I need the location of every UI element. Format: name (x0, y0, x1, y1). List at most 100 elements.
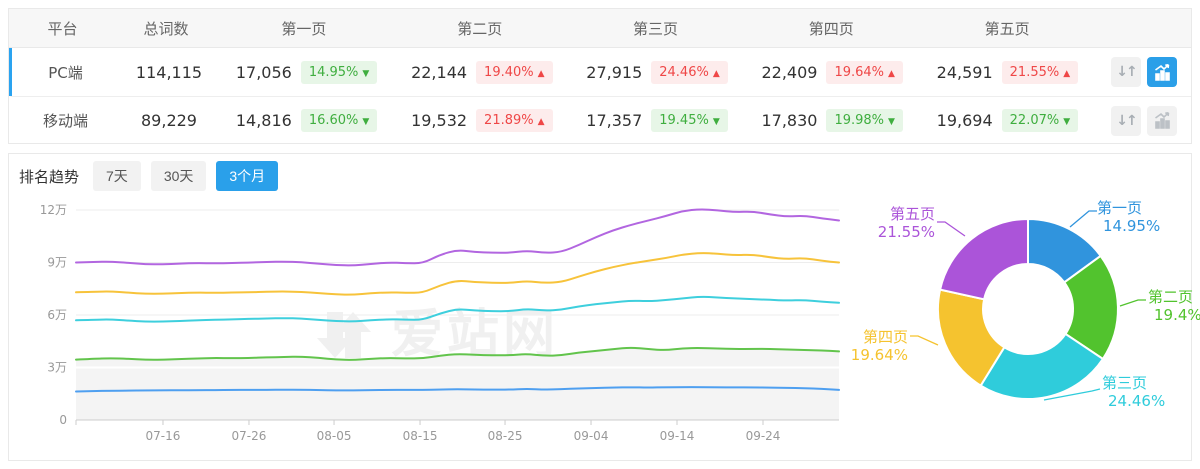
page-cell-1: 14,816 16.60% ▼ (219, 109, 394, 132)
show-trend-chart-button[interactable] (1147, 57, 1178, 87)
page-count: 17,357 (586, 111, 643, 130)
svg-text:爱站网: 爱站网 (391, 305, 559, 365)
donut-label-line (1043, 388, 1101, 401)
line-series-第一页 (75, 386, 840, 393)
sort-updown-button[interactable]: ↓↑ (1111, 105, 1142, 136)
x-axis-label: 09-04 (574, 429, 609, 443)
y-axis-label: 0 (59, 413, 67, 427)
table-body: PC端 114,115 17,056 14.95% ▼ 22,144 19.40% ▲ 27,9… (9, 48, 1191, 144)
donut-label-line (937, 221, 966, 237)
page-cell-4: 17,830 19.98% ▼ (745, 109, 920, 132)
x-axis-label: 09-24 (746, 429, 781, 443)
x-axis-label: 08-15 (403, 429, 438, 443)
page-cell-5: 19,694 22.07% ▼ (920, 109, 1095, 132)
change-badge: 19.45% ▼ (651, 109, 728, 132)
donut-label-line (1069, 210, 1097, 228)
donut-label-text: 第四页 (862, 328, 908, 346)
page-count: 22,144 (411, 62, 468, 82)
column-header-6: 第四页 (808, 19, 854, 38)
donut-label-pct: 24.46% (1108, 392, 1166, 410)
x-axis-label: 07-26 (232, 429, 267, 443)
change-badge: 19.64% ▲ (826, 60, 903, 84)
tab-range-2[interactable]: 30天 (150, 161, 207, 191)
change-badge: 19.40% ▲ (476, 60, 553, 84)
tab-range-3[interactable]: 3个月 (216, 161, 279, 191)
donut-label-第二页: 第二页 19.4% (1148, 288, 1200, 324)
line-series-第五页 (75, 208, 840, 267)
down-triangle-icon: ▼ (888, 117, 895, 127)
page-count: 14,816 (235, 111, 292, 130)
row-actions: ↓↑ (1095, 57, 1191, 87)
change-badge: 22.07% ▼ (1001, 109, 1079, 132)
donut-label-pct: 21.55% (877, 223, 935, 241)
page-count: 17,056 (235, 62, 292, 82)
trend-section: 排名趋势 7天 30天 3个月 爱站网 07-16 07-26 08-05 08-15 08-… (8, 153, 1200, 461)
up-triangle-icon: ▲ (537, 117, 545, 127)
trend-chart-icon (1154, 112, 1170, 129)
platform-label: PC端 (48, 63, 83, 82)
column-header-4: 第二页 (457, 19, 503, 38)
show-trend-chart-button[interactable] (1147, 105, 1178, 136)
change-badge: 16.60% ▼ (300, 109, 378, 132)
down-triangle-icon: ▼ (362, 68, 370, 79)
x-axis-label: 07-16 (146, 429, 181, 443)
donut-label-text: 第二页 (1148, 288, 1194, 306)
x-axis-label: 08-25 (488, 429, 523, 443)
x-axis-label: 08-05 (317, 429, 352, 443)
updown-arrows-icon: ↓↑ (1116, 64, 1138, 80)
donut-label-line (1119, 299, 1146, 307)
trend-title: 排名趋势 (19, 167, 80, 186)
change-badge: 19.98% ▼ (826, 109, 903, 132)
donut-chart-svg (910, 210, 1146, 401)
trend-toolbar: 排名趋势 7天 30天 3个月 (19, 161, 279, 191)
up-triangle-icon: ▲ (537, 68, 545, 79)
down-triangle-icon: ▼ (362, 117, 370, 127)
rank-table: 平台 总词数 第一页 第二页 第三页 第四页 第五页 PC端 114,115 17,056 14.… (8, 8, 1192, 144)
column-header-2: 总词数 (143, 19, 189, 38)
change-badge: 14.95% ▼ (300, 60, 378, 84)
page-count: 17,830 (761, 111, 818, 130)
y-axis-label: 6万 (47, 308, 67, 322)
table-row[interactable]: 移动端 89,229 14,816 16.60% ▼ 19,532 21.89% ▲ 17,35… (9, 96, 1191, 144)
y-axis-label: 12万 (40, 203, 67, 217)
page-cell-5: 24,591 21.55% ▲ (920, 60, 1095, 84)
donut-label-第一页: 第一页 14.95% (1097, 199, 1160, 235)
donut-label-pct: 14.95% (1103, 217, 1161, 235)
page-cell-3: 17,357 19.45% ▼ (569, 109, 744, 132)
page-cell-2: 22,144 19.40% ▲ (394, 60, 569, 84)
donut-label-第五页: 第五页 21.55% (878, 205, 935, 241)
table-row[interactable]: PC端 114,115 17,056 14.95% ▼ 22,144 19.40% ▲ 27,9… (9, 48, 1191, 96)
column-header-5: 第三页 (632, 19, 678, 38)
x-axis-label: 09-14 (660, 429, 695, 443)
total-words-value: 89,229 (141, 111, 197, 130)
total-words-value: 114,115 (135, 62, 203, 82)
down-triangle-icon: ▼ (1063, 117, 1071, 127)
up-triangle-icon: ▲ (712, 68, 720, 79)
donut-label-第四页: 第四页 19.64% (851, 328, 908, 364)
donut-label-text: 第五页 (889, 205, 935, 223)
donut-label-line (910, 335, 939, 346)
column-header-7: 第五页 (984, 19, 1030, 38)
page-count: 19,694 (936, 111, 993, 130)
donut-label-第三页: 第三页 24.46% (1102, 374, 1165, 410)
change-badge: 21.89% ▲ (476, 109, 553, 132)
trend-range-tabs: 7天 30天 3个月 (93, 161, 279, 191)
tab-range-1[interactable]: 7天 (93, 161, 141, 191)
row-actions: ↓↑ (1095, 105, 1191, 136)
change-badge: 21.55% ▲ (1001, 60, 1079, 84)
page-distribution-donut: 第一页 14.95% 第二页 19.4% 第三页 24.46% 第四页 19.64% 第五页 21… (846, 184, 1200, 459)
page-cell-2: 19,532 21.89% ▲ (394, 109, 569, 132)
page-count: 27,915 (586, 62, 643, 82)
column-header-3: 第一页 (281, 19, 327, 38)
donut-slice-第五页 (938, 217, 1029, 301)
rank-trend-line-chart: 爱站网 07-16 07-26 08-05 08-15 08-25 09-04 09-14 09… (40, 203, 840, 443)
updown-arrows-icon: ↓↑ (1116, 112, 1138, 129)
platform-label: 移动端 (42, 112, 88, 130)
y-axis-label: 3万 (47, 361, 67, 375)
sort-updown-button[interactable]: ↓↑ (1111, 57, 1142, 87)
column-header-1: 平台 (47, 19, 78, 38)
line-series-第三页 (75, 295, 840, 323)
donut-slice-第四页 (937, 288, 1006, 387)
page-cell-3: 27,915 24.46% ▲ (569, 60, 744, 84)
page-count: 19,532 (411, 111, 468, 130)
